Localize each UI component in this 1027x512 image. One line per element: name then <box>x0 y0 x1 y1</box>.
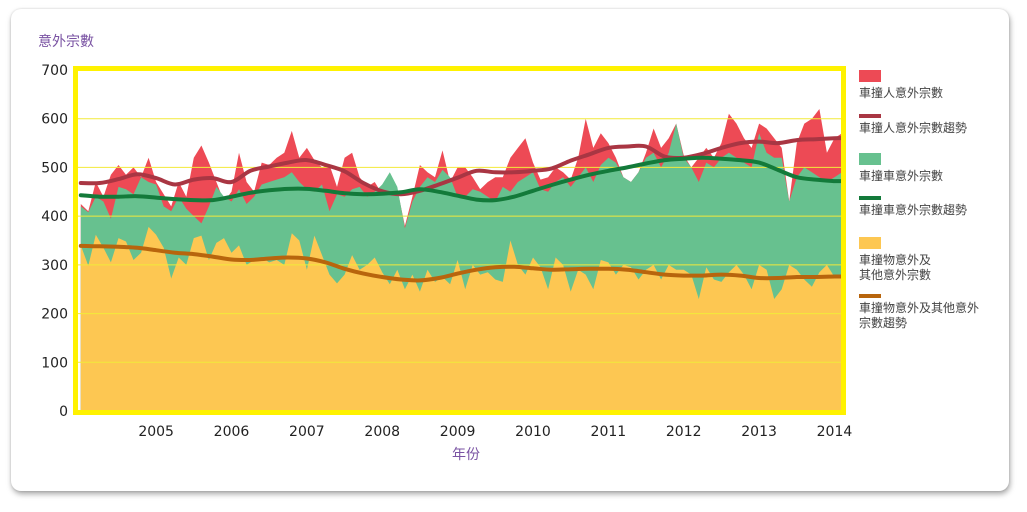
legend-item-vehicle-trend: 車撞車意外宗數趨勢 <box>859 196 967 217</box>
legend-line-swatch <box>859 114 881 118</box>
x-tick-label: 2012 <box>666 424 702 440</box>
x-tick-label: 2007 <box>289 424 325 440</box>
legend-item-object: 車撞物意外及其他意外宗數 <box>859 237 931 282</box>
y-tick-label: 400 <box>41 209 68 225</box>
y-tick-label: 200 <box>41 307 68 323</box>
x-tick-label: 2013 <box>741 424 777 440</box>
legend-label: 車撞物意外及其他意外宗數趨勢 <box>859 300 979 330</box>
x-axis-label: 年份 <box>452 447 480 463</box>
legend-item-pedestrian-trend: 車撞人意外宗數趨勢 <box>859 114 967 135</box>
x-tick-label: 2006 <box>214 424 250 440</box>
legend-swatch <box>859 70 881 82</box>
y-tick-label: 500 <box>41 160 68 176</box>
legend-item-object-trend: 車撞物意外及其他意外宗數趨勢 <box>859 294 979 330</box>
legend-swatch <box>859 237 881 249</box>
legend-label: 車撞車意外宗數 <box>859 168 943 183</box>
y-axis-label: 意外宗數 <box>38 33 94 50</box>
legend-item-pedestrian: 車撞人意外宗數 <box>859 70 943 100</box>
legend-label: 車撞物意外及其他意外宗數 <box>859 252 931 282</box>
vehicle-trend-line <box>78 155 844 203</box>
x-tick-label: 2011 <box>591 424 627 440</box>
x-tick-label: 2008 <box>364 424 400 440</box>
y-tick-label: 300 <box>41 258 68 274</box>
y-tick-label: 100 <box>41 355 68 371</box>
x-tick-label: 2014 <box>817 424 853 440</box>
legend-swatch <box>859 153 881 165</box>
object-trend-line <box>78 243 844 283</box>
x-tick-label: 2005 <box>138 424 174 440</box>
x-tick-label: 2009 <box>440 424 476 440</box>
legend-item-vehicle: 車撞車意外宗數 <box>859 153 943 183</box>
y-tick-label: 600 <box>41 112 68 128</box>
plot-frame <box>73 66 846 415</box>
pedestrian-trend-line <box>78 136 844 197</box>
x-tick-label: 2010 <box>515 424 551 440</box>
legend-label: 車撞車意外宗數趨勢 <box>859 202 967 217</box>
legend-label: 車撞人意外宗數 <box>859 85 943 100</box>
legend-label: 車撞人意外宗數趨勢 <box>859 120 967 135</box>
legend-line-swatch <box>859 196 881 200</box>
y-tick-label: 700 <box>41 63 68 79</box>
y-tick-label: 0 <box>59 404 68 420</box>
legend-line-swatch <box>859 294 881 298</box>
